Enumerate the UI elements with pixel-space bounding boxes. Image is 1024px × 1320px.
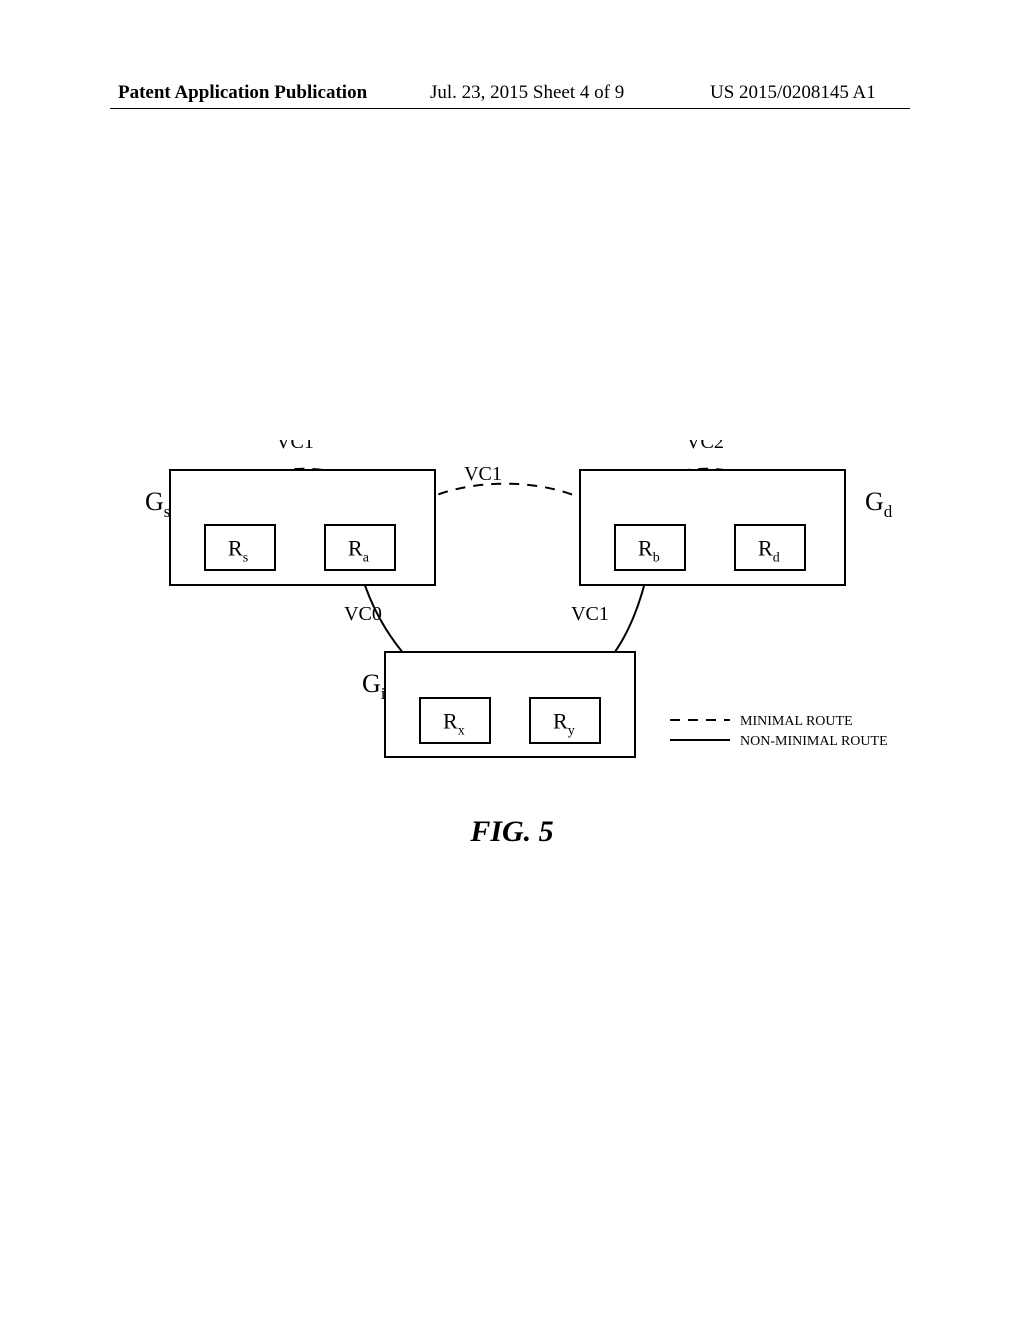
header-mid: Jul. 23, 2015 Sheet 4 of 9	[430, 82, 624, 104]
edge-label: VC1	[464, 463, 502, 485]
header-rule	[110, 108, 910, 109]
figure-caption: FIG. 5	[0, 815, 1024, 849]
figure-5-diagram: VC1VC1VC2VC0VC2VC0VC1VC1GsGdGiRsRaRbRdRx…	[110, 440, 910, 800]
page: Patent Application Publication Jul. 23, …	[0, 0, 1024, 1320]
edge-label: VC2	[686, 440, 724, 453]
group-label-Gi: Gi	[362, 669, 386, 703]
legend-label: MINIMAL ROUTE	[740, 714, 853, 729]
group-label-Gd: Gd	[865, 487, 893, 521]
group-label-Gs: Gs	[145, 487, 170, 521]
header-right: US 2015/0208145 A1	[710, 82, 876, 104]
edge-label: VC0	[344, 603, 382, 625]
edge-label: VC1	[571, 603, 609, 625]
legend-label: NON-MINIMAL ROUTE	[740, 734, 888, 749]
header-left: Patent Application Publication	[118, 82, 367, 104]
edge-label: VC1	[276, 440, 314, 453]
